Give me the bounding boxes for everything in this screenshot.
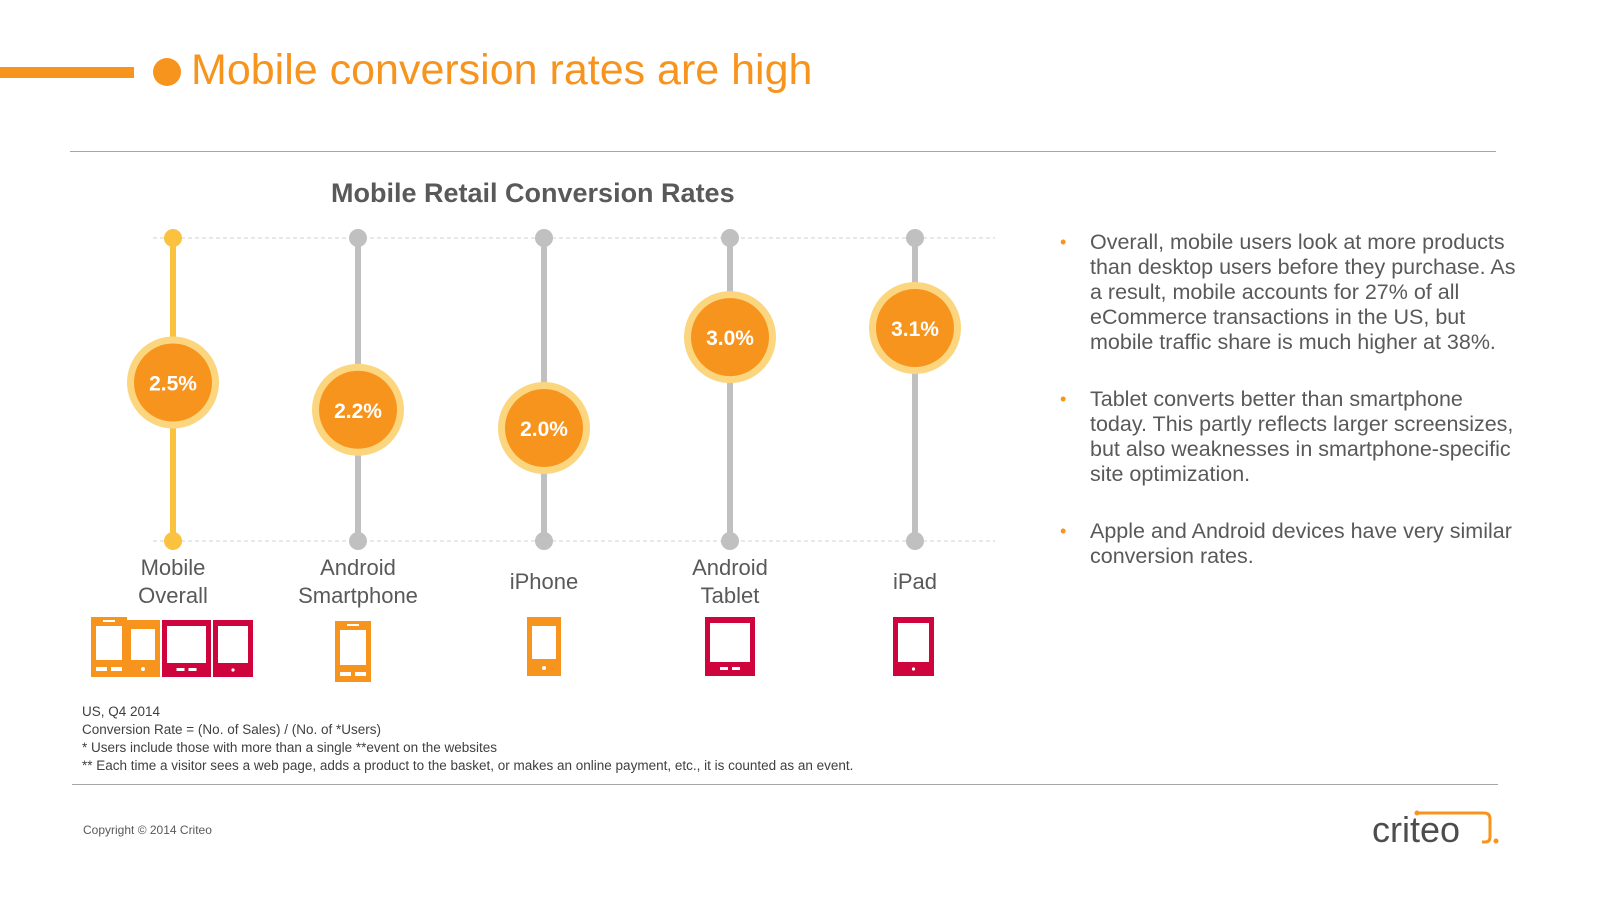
data-label-1: 2.2% (334, 400, 382, 423)
tablet-red-icon-btn-b (188, 668, 197, 671)
android-phone-orange-icon-speaker (347, 624, 359, 626)
bullet-item: • Apple and Android devices have very sim… (1060, 519, 1512, 568)
category-label-line: Tablet (700, 583, 760, 608)
logo-text: criteo (1372, 809, 1461, 850)
lollipop-chart: 2.5% 2.2% 2.0% 3.0% 3.1% (91, 229, 995, 682)
footnotes: US, Q4 2014 Conversion Rate = (No. of Sa… (82, 703, 853, 775)
category-label-line: iPad (892, 569, 938, 594)
footnote-scope: US, Q4 2014 (82, 704, 161, 719)
chart-title: Mobile Retail Conversion Rates (331, 178, 735, 208)
title-bullet-dot (153, 58, 181, 86)
top-cap-2 (535, 229, 553, 247)
category-label-2: iPhone (454, 568, 634, 596)
bottom-cap-3 (721, 532, 739, 550)
phone-orange-small-icon-home-button (141, 667, 145, 671)
bullet-item: • Tablet converts better than smartphone … (1060, 387, 1514, 486)
tablet-red-icon-btn-a (176, 668, 185, 671)
iphone-orange-icon-home-button (542, 666, 546, 670)
category-label-4: iPad (825, 568, 1005, 596)
footnote-event: ** Each time a visitor sees a web page, … (82, 758, 854, 773)
data-label-3: 3.0% (706, 327, 754, 350)
category-label-0: Mobile Overall (83, 554, 263, 610)
category-label-3: Android Tablet (640, 554, 820, 610)
ipad-red-icon-screen (898, 623, 929, 662)
category-label-line: Smartphone (298, 583, 418, 608)
tablet-red-icon-screen (167, 626, 206, 663)
top-cap-4 (906, 229, 924, 247)
bullet-dot-icon: • (1060, 389, 1067, 409)
phone-orange-icon-speaker (103, 620, 115, 622)
iphone-orange-icon-screen (532, 626, 556, 659)
bubble-3 (691, 298, 769, 377)
top-divider (70, 151, 1496, 152)
bullet-item: • Overall, mobile users look at more prod… (1060, 230, 1516, 354)
bullet-dot-icon: • (1060, 521, 1067, 541)
phone-orange-icon-screen (96, 626, 122, 660)
logo-mark-icon (1414, 810, 1499, 844)
category-label-line: Android (692, 555, 768, 580)
android-phone-orange-icon-btn-a (340, 672, 351, 676)
bubble-0 (134, 343, 212, 422)
android-tablet-red-icon-btn-b (732, 667, 740, 670)
top-cap-3 (721, 229, 739, 247)
category-label-line: Mobile (140, 555, 206, 580)
category-label-line: Android (320, 555, 396, 580)
top-cap-0 (164, 229, 182, 247)
bullet-list: • Overall, mobile users look at more prod… (1060, 230, 1520, 601)
tablet-red-small-icon-home-button (231, 668, 235, 672)
android-tablet-red-icon-screen (710, 623, 750, 662)
tablet-red-small-icon-screen (218, 626, 248, 663)
slide-title: Mobile conversion rates are high (191, 46, 813, 94)
bottom-cap-0 (164, 532, 182, 550)
phone-orange-small-icon-screen (131, 629, 155, 660)
data-label-0: 2.5% (149, 373, 197, 396)
bubble-1 (319, 370, 397, 449)
bubble-2 (505, 388, 583, 467)
bubble-4 (876, 289, 954, 367)
category-label-line: iPhone (509, 569, 579, 594)
category-label-1: Android Smartphone (268, 554, 448, 610)
phone-orange-icon-btn-b (111, 667, 122, 671)
phone-orange-icon-btn-a (96, 667, 107, 671)
data-label-4: 3.1% (891, 318, 939, 341)
android-phone-orange-icon-btn-b (355, 672, 366, 676)
top-cap-1 (349, 229, 367, 247)
title-accent-bar (0, 67, 134, 78)
ipad-red-icon-home-button (911, 667, 916, 671)
criteo-logo: criteo (1372, 805, 1502, 850)
bottom-cap-4 (906, 532, 924, 550)
data-label-2: 2.0% (520, 418, 568, 441)
bullet-dot-icon: • (1060, 232, 1067, 252)
category-label-line: Overall (138, 583, 208, 608)
android-tablet-red-icon-btn-a (720, 667, 728, 670)
footnote-formula: Conversion Rate = (No. of Sales) / (No. … (82, 722, 381, 737)
android-phone-orange-icon-screen (340, 630, 366, 665)
bottom-cap-1 (349, 532, 367, 550)
bottom-cap-2 (535, 532, 553, 550)
bottom-divider (72, 784, 1498, 785)
footnote-users: * Users include those with more than a s… (82, 740, 497, 755)
copyright: Copyright © 2014 Criteo (83, 823, 212, 837)
